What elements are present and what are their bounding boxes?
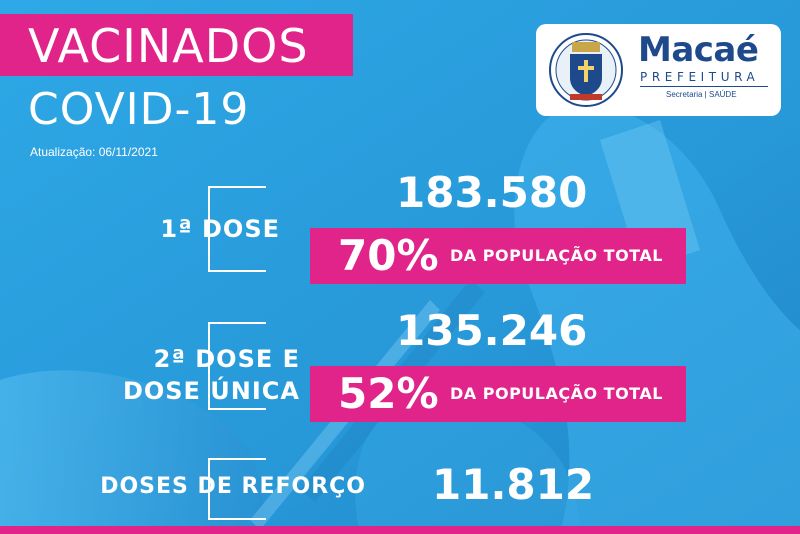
brand-name: Macaé	[638, 30, 759, 70]
first-dose-percent-banner: 70% DA POPULAÇÃO TOTAL	[310, 228, 686, 284]
page-subtitle: COVID-19	[28, 84, 250, 135]
prefeitura-logo: Macaé PREFEITURA Secretaria | SAÚDE	[536, 24, 781, 116]
first-dose-percent: 70%	[338, 231, 439, 280]
first-dose-percent-text: DA POPULAÇÃO TOTAL	[450, 246, 663, 265]
second-dose-label-line2: DOSE ÚNICA	[122, 377, 300, 405]
second-dose-total: 135.246	[396, 306, 588, 355]
first-dose-total: 183.580	[396, 168, 588, 217]
booster-bracket	[208, 458, 266, 520]
second-dose-label-line1: 2ª DOSE E	[153, 345, 300, 373]
bottom-accent-bar	[0, 526, 800, 534]
second-dose-percent-banner: 52% DA POPULAÇÃO TOTAL	[310, 366, 686, 422]
brand-divider	[640, 86, 768, 87]
second-dose-percent: 52%	[338, 369, 439, 418]
page-title: VACINADOS	[28, 19, 309, 73]
brand-department: Secretaria | SAÚDE	[666, 90, 737, 99]
first-dose-bracket	[208, 186, 266, 272]
second-dose-percent-text: DA POPULAÇÃO TOTAL	[450, 384, 663, 403]
title-banner	[0, 14, 353, 76]
booster-total: 11.812	[432, 460, 595, 509]
first-dose-label: 1ª DOSE	[160, 215, 280, 243]
second-dose-bracket	[208, 322, 266, 410]
brand-subtitle: PREFEITURA	[640, 70, 760, 84]
booster-label: DOSES DE REFORÇO	[100, 474, 366, 499]
coat-of-arms-icon	[549, 33, 623, 107]
update-date: Atualização: 06/11/2021	[30, 145, 158, 159]
